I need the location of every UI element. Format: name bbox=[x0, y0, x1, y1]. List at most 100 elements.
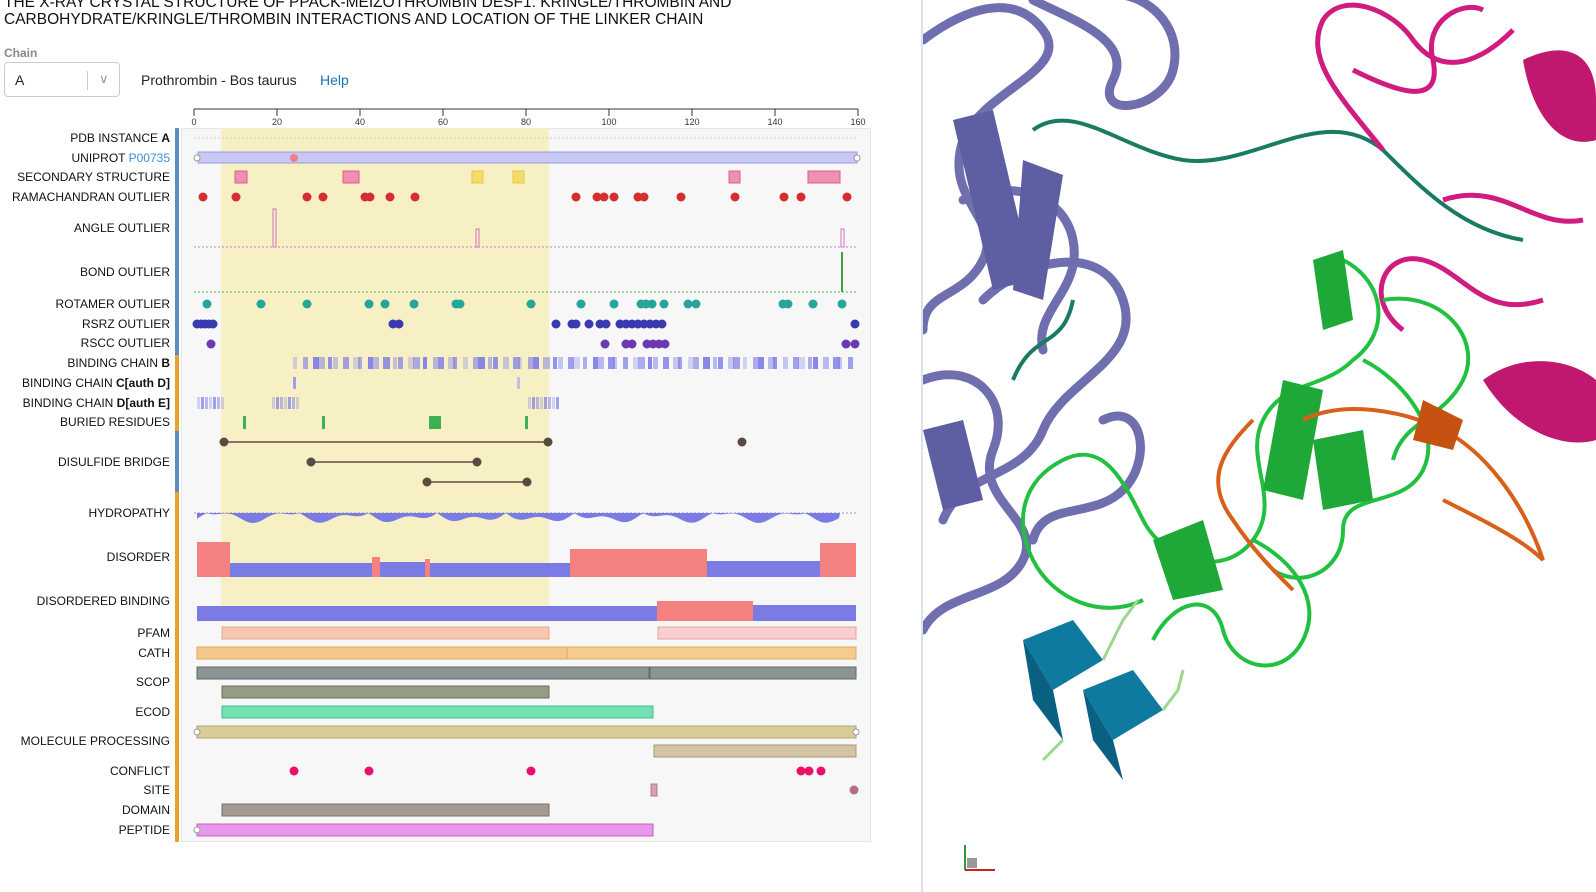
binding-chain-b-segment bbox=[823, 357, 829, 369]
rotamer-outlier bbox=[683, 299, 693, 309]
linker-chain bbox=[1031, 118, 1524, 242]
molecule-processing-end bbox=[193, 728, 201, 736]
ramachandran-outlier bbox=[676, 192, 686, 202]
rsrz-outlier bbox=[571, 319, 581, 329]
structure-3d-viewer[interactable] bbox=[923, 0, 1596, 892]
binding-chain-b-segment bbox=[313, 357, 319, 369]
disulfide-end bbox=[737, 437, 747, 447]
binding-chain-d-segment bbox=[280, 397, 283, 409]
binding-chain-b-segment bbox=[693, 357, 699, 369]
ramachandran-outlier bbox=[599, 192, 609, 202]
chevron-down-icon[interactable]: ∨ bbox=[99, 71, 109, 86]
binding-chain-b-segment bbox=[648, 357, 652, 369]
angle-outlier bbox=[272, 208, 277, 248]
binding-chain-b-segment bbox=[678, 357, 682, 369]
chain-orange-cartoon bbox=[1216, 407, 1545, 592]
ruler-tick-label: 140 bbox=[767, 117, 782, 127]
track-label: BINDING CHAIN D[auth E] bbox=[22, 396, 170, 410]
secondary-structure-element bbox=[807, 170, 841, 184]
binding-chain-d-segment bbox=[276, 397, 279, 409]
panel-divider[interactable] bbox=[921, 0, 923, 892]
binding-chain-d-segment bbox=[209, 397, 212, 409]
uniprot-link[interactable]: P00735 bbox=[128, 151, 170, 165]
binding-chain-d-segment bbox=[292, 397, 295, 409]
feature-tracks[interactable] bbox=[181, 128, 871, 842]
ruler-tick-label: 40 bbox=[355, 117, 365, 127]
rotamer-outlier bbox=[659, 299, 669, 309]
molecule-processing-end bbox=[852, 728, 860, 736]
ligand-cubes bbox=[1023, 620, 1163, 780]
track-label: PDB INSTANCE A bbox=[70, 131, 170, 145]
ramachandran-outlier bbox=[365, 192, 375, 202]
molecule-processing bbox=[196, 725, 857, 739]
cath-domain bbox=[196, 646, 568, 660]
chain-blue-sheets bbox=[923, 110, 1063, 510]
disordered-binding-segment bbox=[657, 601, 753, 621]
help-link[interactable]: Help bbox=[320, 72, 349, 88]
scop-domain bbox=[649, 666, 857, 680]
rotamer-outlier bbox=[783, 299, 793, 309]
ruler-tick-label: 100 bbox=[601, 117, 616, 127]
track-label: SITE bbox=[143, 783, 170, 797]
ruler-tick-label: 120 bbox=[684, 117, 699, 127]
binding-chain-b-segment bbox=[688, 357, 693, 369]
binding-chain-b-segment bbox=[558, 357, 563, 369]
track-label: BINDING CHAIN C[auth D] bbox=[21, 376, 170, 390]
binding-chain-b-segment bbox=[423, 357, 427, 369]
ecod-domain bbox=[221, 705, 654, 719]
chain-select[interactable]: A ∨ bbox=[4, 62, 120, 97]
chain-green-sheets bbox=[1153, 250, 1373, 600]
track-label: CATH bbox=[138, 646, 170, 660]
binding-chain-b-segment bbox=[383, 357, 390, 369]
binding-chain-b-segment bbox=[488, 357, 492, 369]
sequence-ruler[interactable]: 0 20 40 60 80 100 120 140 160 bbox=[181, 100, 871, 128]
selection-highlight bbox=[221, 128, 549, 614]
binding-chain-b-segment bbox=[638, 357, 645, 369]
track-label: MOLECULE PROCESSING bbox=[20, 734, 170, 748]
rotamer-outlier bbox=[576, 299, 586, 309]
binding-chain-b-segment bbox=[438, 357, 444, 369]
disulfide-end bbox=[472, 457, 482, 467]
rotamer-outlier bbox=[202, 299, 212, 309]
domain-bar bbox=[221, 803, 550, 817]
chain-label: Chain bbox=[4, 46, 38, 60]
binding-chain-b-segment bbox=[733, 357, 740, 369]
site-marker bbox=[650, 783, 658, 797]
binding-chain-b-segment bbox=[848, 357, 853, 369]
structure-tracks-marker bbox=[175, 128, 179, 492]
binding-chain-d-segment bbox=[201, 397, 204, 409]
binding-chain-b-segment bbox=[838, 357, 842, 369]
track-label: SCOP bbox=[135, 675, 170, 689]
binding-chain-c-segment bbox=[293, 377, 296, 389]
binding-chain-b-segment bbox=[713, 357, 717, 369]
ramachandran-outlier bbox=[639, 192, 649, 202]
disorder-segment bbox=[197, 542, 230, 577]
binding-chain-b-segment bbox=[503, 357, 509, 369]
rsrz-outlier bbox=[850, 319, 860, 329]
binding-chain-b-segment bbox=[393, 357, 397, 369]
binding-chain-b-segment bbox=[448, 357, 455, 369]
ruler-tick-label: 160 bbox=[850, 117, 865, 127]
track-label: HYDROPATHY bbox=[88, 506, 170, 520]
ruler-tick-label: 0 bbox=[191, 117, 196, 127]
rotamer-outlier bbox=[455, 299, 465, 309]
disordered-binding-segment bbox=[197, 606, 657, 621]
conflict-marker bbox=[816, 766, 826, 776]
ramachandran-outlier bbox=[231, 192, 241, 202]
angle-outlier bbox=[475, 228, 480, 248]
binding-chain-b-segment bbox=[303, 357, 308, 369]
rotamer-outlier bbox=[364, 299, 374, 309]
binding-chain-b-segment bbox=[608, 357, 615, 369]
rotamer-outlier bbox=[647, 299, 657, 309]
ramachandran-outlier bbox=[198, 192, 208, 202]
ramachandran-outlier bbox=[779, 192, 789, 202]
binding-chain-b-segment bbox=[433, 357, 438, 369]
disorder-segment bbox=[425, 559, 430, 577]
rscc-outlier bbox=[841, 339, 851, 349]
track-label: DISORDERED BINDING bbox=[36, 594, 170, 608]
rsrz-outlier bbox=[657, 319, 667, 329]
binding-chain-b-segment bbox=[598, 357, 604, 369]
rscc-outlier bbox=[850, 339, 860, 349]
rscc-outlier bbox=[660, 339, 670, 349]
disorder-segment bbox=[372, 557, 380, 577]
